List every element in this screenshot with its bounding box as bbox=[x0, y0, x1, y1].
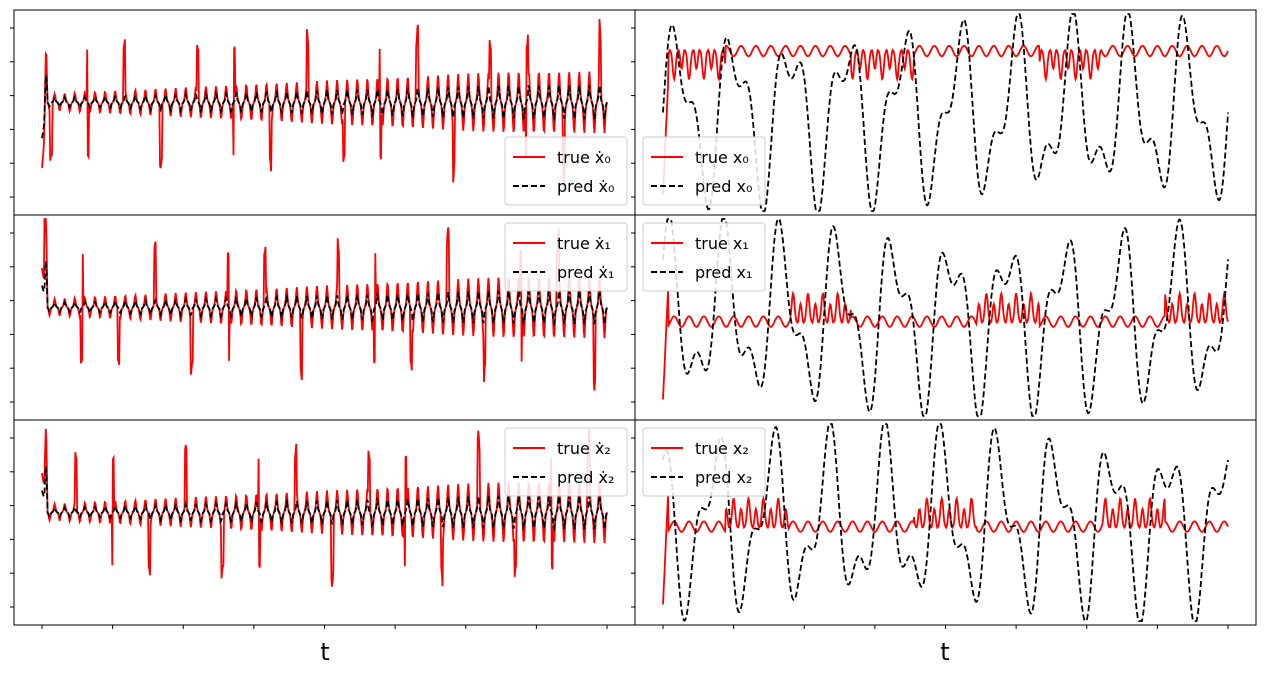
legend: true x₂ pred x₂ bbox=[642, 427, 766, 497]
legend: true x₁ pred x₁ bbox=[642, 222, 766, 292]
legend-label: true ẋ₂ bbox=[557, 439, 611, 458]
legend: true x₀ pred x₀ bbox=[642, 136, 766, 206]
panel-left-row-1: true ẋ₀ pred ẋ₀ bbox=[10, 9, 636, 216]
legend-label: true x₁ bbox=[695, 234, 749, 253]
legend-frame bbox=[642, 427, 766, 497]
x-axis-label-right: t bbox=[940, 638, 949, 666]
legend-label: pred ẋ₁ bbox=[557, 263, 614, 282]
panel-right-row-2: true x₁ pred x₁ bbox=[631, 214, 1257, 421]
series-line-pred bbox=[662, 423, 1229, 622]
legend-label: true x₂ bbox=[695, 439, 749, 458]
series-line-true bbox=[662, 44, 1229, 195]
legend: true ẋ₁ pred ẋ₁ bbox=[504, 222, 628, 292]
legend-label: pred x₁ bbox=[695, 263, 752, 282]
series-line-true bbox=[662, 494, 1229, 605]
x-axis-label-left: t bbox=[320, 638, 329, 666]
series-line-pred bbox=[41, 261, 608, 327]
legend-frame bbox=[504, 222, 628, 292]
legend-label: pred x₂ bbox=[695, 468, 752, 487]
series-line-pred bbox=[41, 73, 608, 139]
legend: true ẋ₀ pred ẋ₀ bbox=[504, 136, 628, 206]
panel-right-row-3: true x₂ pred x₂ bbox=[631, 419, 1257, 629]
panel-left-row-3: true ẋ₂ pred ẋ₂ bbox=[10, 419, 636, 629]
legend-label: pred x₀ bbox=[695, 177, 752, 196]
panel-right-row-1: true x₀ pred x₀ bbox=[631, 9, 1257, 216]
legend-label: true ẋ₀ bbox=[557, 148, 611, 167]
legend-label: true ẋ₁ bbox=[557, 234, 611, 253]
legend-label: true x₀ bbox=[695, 148, 749, 167]
legend-label: pred ẋ₀ bbox=[557, 177, 614, 196]
series-line-pred bbox=[41, 466, 608, 532]
legend: true ẋ₂ pred ẋ₂ bbox=[504, 427, 628, 497]
legend-frame bbox=[504, 136, 628, 206]
legend-frame bbox=[642, 136, 766, 206]
panel-left-row-2: true ẋ₁ pred ẋ₁ bbox=[10, 214, 636, 421]
panels: true ẋ₀ pred ẋ₀ true ẋ₁ pred ẋ₁ true ẋ₂ pred … bbox=[10, 9, 1257, 629]
legend-label: pred ẋ₂ bbox=[557, 468, 614, 487]
legend-frame bbox=[504, 427, 628, 497]
legend-frame bbox=[642, 222, 766, 292]
